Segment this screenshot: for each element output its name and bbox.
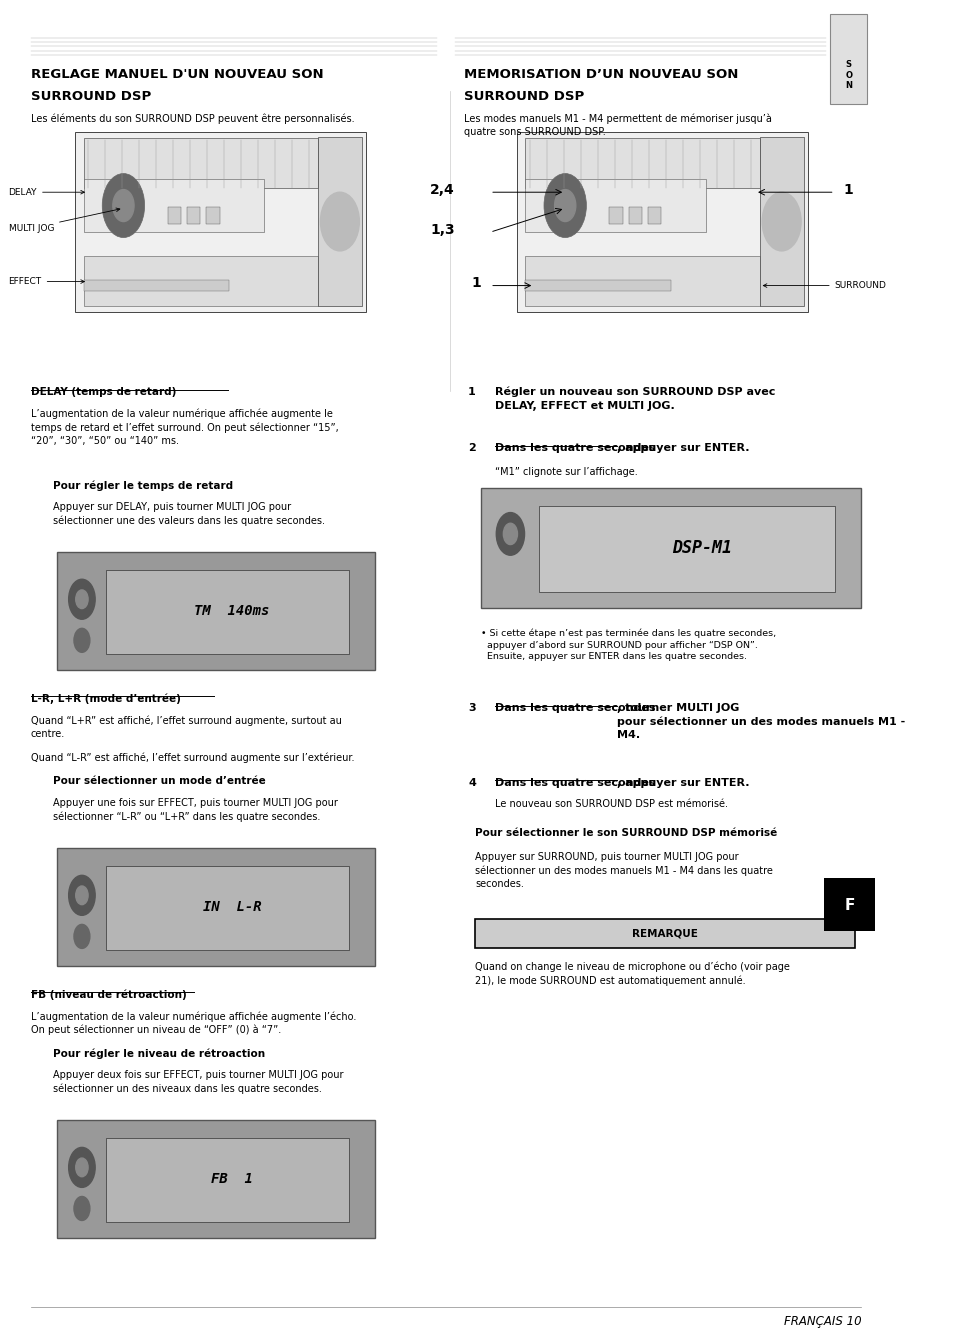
Text: Les éléments du son SURROUND DSP peuvent être personnalisés.: Les éléments du son SURROUND DSP peuvent… (30, 114, 354, 123)
Text: Pour sélectionner le son SURROUND DSP mémorisé: Pour sélectionner le son SURROUND DSP mé… (475, 828, 777, 839)
Bar (84, 178, 264, 232)
Text: Appuyer deux fois sur EFFECT, puis tourner MULTI JOG pour
sélectionner un des ni: Appuyer deux fois sur EFFECT, puis tourn… (52, 1070, 343, 1094)
Text: SURROUND DSP: SURROUND DSP (30, 90, 151, 102)
Text: 1: 1 (471, 276, 480, 290)
Bar (517, 132, 807, 311)
Text: Les modes manuels M1 - M4 permettent de mémoriser jusqu’à
quatre sons SURROUND D: Les modes manuels M1 - M4 permettent de … (463, 114, 771, 137)
Bar (525, 280, 671, 291)
Text: , appuyer sur ENTER.: , appuyer sur ENTER. (617, 443, 749, 454)
Bar (829, 13, 866, 105)
Bar (84, 255, 317, 306)
Text: L-R, L+R (mode d’entrée): L-R, L+R (mode d’entrée) (30, 694, 180, 705)
Text: REMARQUE: REMARQUE (632, 929, 698, 939)
Circle shape (554, 189, 576, 221)
Text: Appuyer une fois sur EFFECT, puis tourner MULTI JOG pour
sélectionner “L-R” ou “: Appuyer une fois sur EFFECT, puis tourne… (52, 797, 337, 821)
Bar (525, 138, 759, 188)
Text: IN  L-R: IN L-R (203, 900, 261, 914)
Text: DELAY (temps de retard): DELAY (temps de retard) (30, 386, 176, 397)
Text: FRANÇAIS 10: FRANÇAIS 10 (782, 1315, 861, 1329)
Bar (525, 178, 705, 232)
Circle shape (75, 590, 88, 608)
Text: Quand “L-R” est affiché, l’effet surround augmente sur l’extérieur.: Quand “L-R” est affiché, l’effet surroun… (30, 753, 354, 762)
Text: “M1” clignote sur l’affichage.: “M1” clignote sur l’affichage. (494, 467, 637, 476)
Bar (609, 207, 622, 224)
Bar (823, 878, 875, 931)
Text: DSP-M1: DSP-M1 (671, 539, 731, 557)
Bar (57, 1121, 375, 1237)
Text: Quand on change le niveau de microphone ou d’écho (voir page
21), le mode SURROU: Quand on change le niveau de microphone … (475, 962, 789, 986)
Text: Pour sélectionner un mode d’entrée: Pour sélectionner un mode d’entrée (52, 777, 265, 786)
Text: TM  140ms: TM 140ms (194, 604, 270, 617)
Text: Appuyer sur DELAY, puis tourner MULTI JOG pour
sélectionner une des valeurs dans: Appuyer sur DELAY, puis tourner MULTI JO… (52, 502, 324, 526)
Text: Dans les quatre secondes: Dans les quatre secondes (494, 443, 655, 454)
Text: Appuyer sur SURROUND, puis tourner MULTI JOG pour
sélectionner un des modes manu: Appuyer sur SURROUND, puis tourner MULTI… (475, 852, 772, 890)
Bar (106, 1138, 349, 1221)
Text: FB (niveau de rétroaction): FB (niveau de rétroaction) (30, 990, 186, 1000)
Circle shape (74, 628, 90, 652)
Bar (480, 488, 861, 608)
Text: SURROUND: SURROUND (762, 280, 885, 290)
Text: 3: 3 (468, 703, 476, 713)
Text: Régler un nouveau son SURROUND DSP avec
DELAY, EFFECT et MULTI JOG.: Régler un nouveau son SURROUND DSP avec … (494, 386, 774, 411)
Circle shape (74, 1197, 90, 1220)
Bar (628, 207, 641, 224)
Circle shape (69, 875, 95, 915)
Circle shape (69, 580, 95, 619)
Text: L’augmentation de la valeur numérique affichée augmente le
temps de retard et l’: L’augmentation de la valeur numérique af… (30, 408, 338, 446)
Bar (106, 866, 349, 950)
Circle shape (102, 173, 145, 238)
Text: Dans les quatre secondes: Dans les quatre secondes (494, 703, 655, 713)
Text: FB  1: FB 1 (211, 1172, 253, 1186)
Bar (759, 137, 802, 306)
Text: • Si cette étape n’est pas terminée dans les quatre secondes,
  appuyer d’abord : • Si cette étape n’est pas terminée dans… (480, 628, 776, 662)
Bar (317, 137, 361, 306)
Bar (538, 506, 834, 592)
Text: MEMORISATION D’UN NOUVEAU SON: MEMORISATION D’UN NOUVEAU SON (463, 68, 738, 81)
Bar (74, 132, 366, 311)
Circle shape (74, 925, 90, 949)
Text: DELAY: DELAY (9, 188, 84, 197)
Circle shape (503, 523, 517, 545)
Circle shape (112, 189, 134, 221)
Circle shape (496, 513, 524, 556)
Text: Le nouveau son SURROUND DSP est mémorisé.: Le nouveau son SURROUND DSP est mémorisé… (494, 798, 727, 809)
Bar (187, 207, 200, 224)
Text: 2,4: 2,4 (430, 183, 455, 196)
Bar (57, 553, 375, 670)
Text: F: F (843, 898, 854, 913)
Bar (206, 207, 219, 224)
Bar (57, 848, 375, 966)
Text: Dans les quatre secondes: Dans les quatre secondes (494, 778, 655, 788)
Text: S
O
N: S O N (844, 60, 851, 90)
Bar (648, 207, 660, 224)
Text: MULTI JOG: MULTI JOG (9, 208, 120, 232)
Text: 1: 1 (468, 386, 476, 397)
Text: Quand “L+R” est affiché, l’effet surround augmente, surtout au
centre.: Quand “L+R” est affiché, l’effet surroun… (30, 715, 341, 738)
Text: 1: 1 (842, 183, 852, 196)
Text: L’augmentation de la valeur numérique affichée augmente l’écho.
On peut sélectio: L’augmentation de la valeur numérique af… (30, 1011, 355, 1036)
Bar (168, 207, 181, 224)
Circle shape (75, 1158, 88, 1177)
Text: 4: 4 (468, 778, 476, 788)
Circle shape (320, 192, 359, 251)
Bar (84, 138, 317, 188)
Bar (106, 569, 349, 654)
Text: REGLAGE MANUEL D'UN NOUVEAU SON: REGLAGE MANUEL D'UN NOUVEAU SON (30, 68, 323, 81)
Text: Pour régler le niveau de rétroaction: Pour régler le niveau de rétroaction (52, 1048, 265, 1059)
Circle shape (75, 886, 88, 905)
Bar (84, 280, 230, 291)
Bar (525, 255, 759, 306)
Text: Pour régler le temps de retard: Pour régler le temps de retard (52, 480, 233, 491)
Text: SURROUND DSP: SURROUND DSP (463, 90, 583, 102)
Text: , appuyer sur ENTER.: , appuyer sur ENTER. (617, 778, 749, 788)
Circle shape (761, 192, 801, 251)
Text: , tourner MULTI JOG
pour sélectionner un des modes manuels M1 -
M4.: , tourner MULTI JOG pour sélectionner un… (617, 703, 904, 739)
Circle shape (543, 173, 586, 238)
Text: 1,3: 1,3 (430, 223, 455, 236)
Circle shape (69, 1147, 95, 1188)
Text: 2: 2 (468, 443, 476, 454)
Text: EFFECT: EFFECT (9, 276, 84, 286)
Bar (475, 919, 854, 949)
